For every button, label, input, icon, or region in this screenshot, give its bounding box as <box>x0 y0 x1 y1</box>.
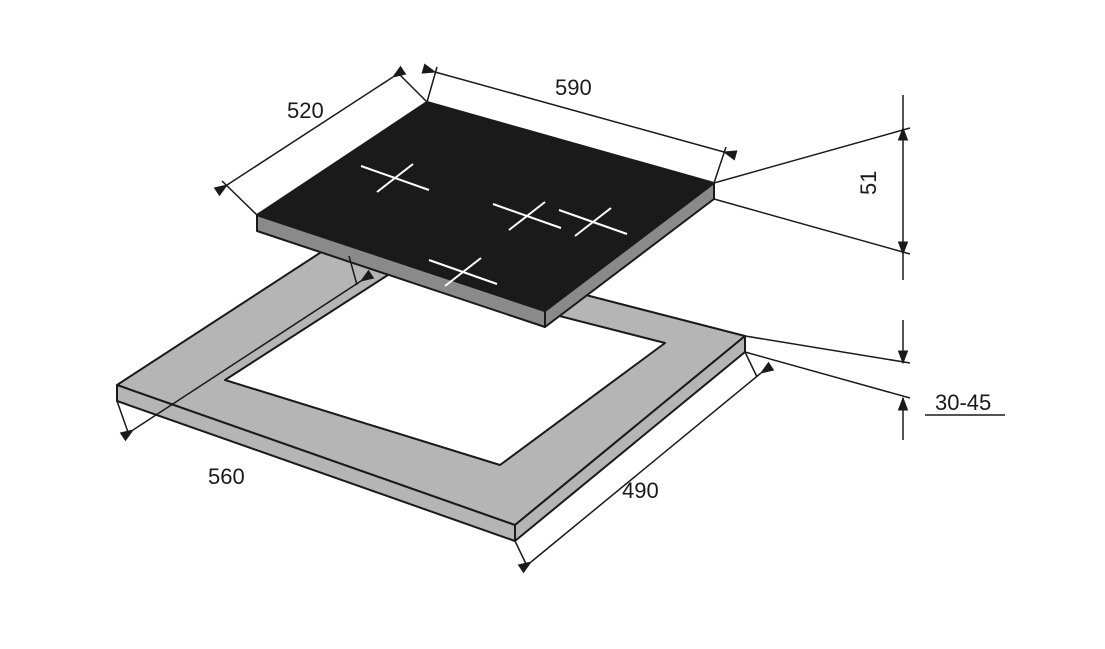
dimension-extension <box>398 73 427 102</box>
dimension-extension <box>515 541 527 566</box>
dimension-arrowhead <box>899 398 908 410</box>
dimension-extension <box>745 352 757 377</box>
dimensions.cutout_width: 490 <box>622 478 659 503</box>
dimension-arrowhead <box>393 67 405 77</box>
dimension-arrowhead <box>761 363 773 373</box>
dimension-arrowhead <box>519 562 531 572</box>
dimension-extension <box>117 401 129 435</box>
dimension-arrowhead <box>724 151 737 160</box>
dimension-arrowhead <box>422 64 435 73</box>
dimension-extension <box>714 199 910 254</box>
dimension-extension <box>222 181 257 215</box>
dimensions.counter_thickness: 30-45 <box>935 390 991 415</box>
dimension-arrowhead <box>121 430 133 440</box>
dimension-arrowhead <box>215 185 227 195</box>
dimensions.cutout_depth: 560 <box>208 464 245 489</box>
dimensions.hob_depth: 520 <box>287 98 324 123</box>
dimensions.hob_width: 590 <box>555 75 592 100</box>
dimensions.hob_height: 51 <box>856 171 881 195</box>
